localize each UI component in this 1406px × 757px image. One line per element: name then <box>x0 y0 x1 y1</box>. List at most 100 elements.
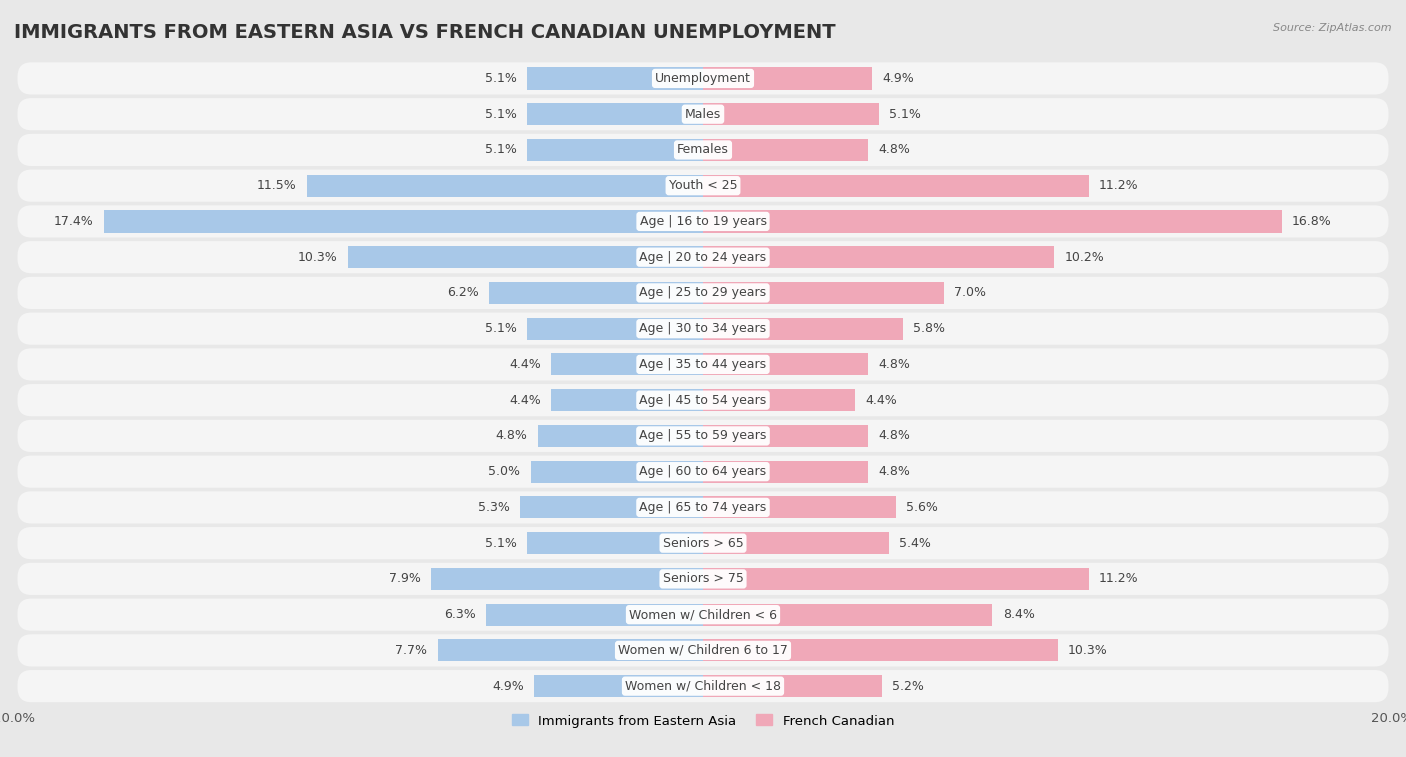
Bar <box>551 354 703 375</box>
FancyBboxPatch shape <box>17 98 1389 130</box>
Text: 5.0%: 5.0% <box>488 465 520 478</box>
Text: 11.5%: 11.5% <box>257 179 297 192</box>
FancyBboxPatch shape <box>17 384 1389 416</box>
Bar <box>527 532 703 554</box>
Bar <box>703 282 945 304</box>
Bar <box>437 640 703 662</box>
FancyBboxPatch shape <box>17 599 1389 631</box>
FancyBboxPatch shape <box>17 420 1389 452</box>
Bar <box>703 497 896 519</box>
Bar <box>703 318 903 340</box>
Text: Age | 16 to 19 years: Age | 16 to 19 years <box>640 215 766 228</box>
FancyBboxPatch shape <box>17 134 1389 166</box>
Text: Age | 60 to 64 years: Age | 60 to 64 years <box>640 465 766 478</box>
FancyBboxPatch shape <box>17 241 1389 273</box>
Text: 6.2%: 6.2% <box>447 286 479 300</box>
Text: IMMIGRANTS FROM EASTERN ASIA VS FRENCH CANADIAN UNEMPLOYMENT: IMMIGRANTS FROM EASTERN ASIA VS FRENCH C… <box>14 23 835 42</box>
Text: Age | 65 to 74 years: Age | 65 to 74 years <box>640 501 766 514</box>
Bar <box>104 210 703 232</box>
Text: Females: Females <box>678 143 728 157</box>
Bar <box>527 318 703 340</box>
Text: 5.1%: 5.1% <box>485 72 517 85</box>
FancyBboxPatch shape <box>17 456 1389 488</box>
FancyBboxPatch shape <box>17 562 1389 595</box>
FancyBboxPatch shape <box>17 491 1389 524</box>
Bar <box>703 675 882 697</box>
Text: 7.0%: 7.0% <box>955 286 987 300</box>
Text: 5.1%: 5.1% <box>485 143 517 157</box>
FancyBboxPatch shape <box>17 62 1389 95</box>
Bar <box>703 354 869 375</box>
FancyBboxPatch shape <box>17 277 1389 309</box>
Bar <box>703 640 1057 662</box>
Text: 4.8%: 4.8% <box>495 429 527 442</box>
Bar <box>703 103 879 125</box>
Bar <box>537 425 703 447</box>
Text: 4.4%: 4.4% <box>509 358 541 371</box>
Bar <box>520 497 703 519</box>
Text: 11.2%: 11.2% <box>1099 572 1139 585</box>
Bar <box>703 568 1088 590</box>
Text: 5.2%: 5.2% <box>893 680 924 693</box>
Text: Age | 25 to 29 years: Age | 25 to 29 years <box>640 286 766 300</box>
Bar <box>307 175 703 197</box>
Bar <box>534 675 703 697</box>
Text: 5.4%: 5.4% <box>900 537 931 550</box>
FancyBboxPatch shape <box>17 205 1389 238</box>
Bar <box>703 532 889 554</box>
Text: Age | 55 to 59 years: Age | 55 to 59 years <box>640 429 766 442</box>
Bar <box>703 67 872 89</box>
Text: Source: ZipAtlas.com: Source: ZipAtlas.com <box>1274 23 1392 33</box>
Text: 5.1%: 5.1% <box>485 107 517 120</box>
Bar <box>703 175 1088 197</box>
Text: 10.3%: 10.3% <box>298 251 337 263</box>
Bar <box>489 282 703 304</box>
Text: 5.1%: 5.1% <box>485 537 517 550</box>
Text: 5.6%: 5.6% <box>907 501 938 514</box>
Text: 7.7%: 7.7% <box>395 644 427 657</box>
Text: 5.8%: 5.8% <box>912 322 945 335</box>
FancyBboxPatch shape <box>17 348 1389 381</box>
Text: 4.8%: 4.8% <box>879 465 911 478</box>
Bar <box>703 246 1054 268</box>
Bar <box>527 67 703 89</box>
Text: Seniors > 65: Seniors > 65 <box>662 537 744 550</box>
Text: 5.3%: 5.3% <box>478 501 510 514</box>
Bar <box>531 460 703 483</box>
Text: Males: Males <box>685 107 721 120</box>
Text: Age | 30 to 34 years: Age | 30 to 34 years <box>640 322 766 335</box>
Text: 11.2%: 11.2% <box>1099 179 1139 192</box>
Bar <box>349 246 703 268</box>
Text: 8.4%: 8.4% <box>1002 608 1035 621</box>
Text: Women w/ Children < 6: Women w/ Children < 6 <box>628 608 778 621</box>
Bar <box>703 210 1282 232</box>
Text: 4.8%: 4.8% <box>879 143 911 157</box>
FancyBboxPatch shape <box>17 527 1389 559</box>
Text: 4.8%: 4.8% <box>879 358 911 371</box>
Text: Unemployment: Unemployment <box>655 72 751 85</box>
Text: 6.3%: 6.3% <box>444 608 475 621</box>
Text: 4.8%: 4.8% <box>879 429 911 442</box>
Bar <box>703 460 869 483</box>
Bar <box>703 425 869 447</box>
Bar <box>430 568 703 590</box>
Text: 4.9%: 4.9% <box>882 72 914 85</box>
Bar <box>527 139 703 161</box>
Legend: Immigrants from Eastern Asia, French Canadian: Immigrants from Eastern Asia, French Can… <box>506 709 900 733</box>
Text: Age | 45 to 54 years: Age | 45 to 54 years <box>640 394 766 407</box>
Text: 10.3%: 10.3% <box>1069 644 1108 657</box>
Text: 16.8%: 16.8% <box>1292 215 1331 228</box>
Text: 10.2%: 10.2% <box>1064 251 1105 263</box>
Text: 7.9%: 7.9% <box>388 572 420 585</box>
Text: 5.1%: 5.1% <box>889 107 921 120</box>
Text: 4.4%: 4.4% <box>865 394 897 407</box>
FancyBboxPatch shape <box>17 170 1389 202</box>
Text: Seniors > 75: Seniors > 75 <box>662 572 744 585</box>
Text: Age | 35 to 44 years: Age | 35 to 44 years <box>640 358 766 371</box>
Bar <box>527 103 703 125</box>
Text: 5.1%: 5.1% <box>485 322 517 335</box>
Text: Women w/ Children 6 to 17: Women w/ Children 6 to 17 <box>619 644 787 657</box>
Text: Women w/ Children < 18: Women w/ Children < 18 <box>626 680 780 693</box>
Bar <box>703 389 855 411</box>
Bar <box>703 139 869 161</box>
